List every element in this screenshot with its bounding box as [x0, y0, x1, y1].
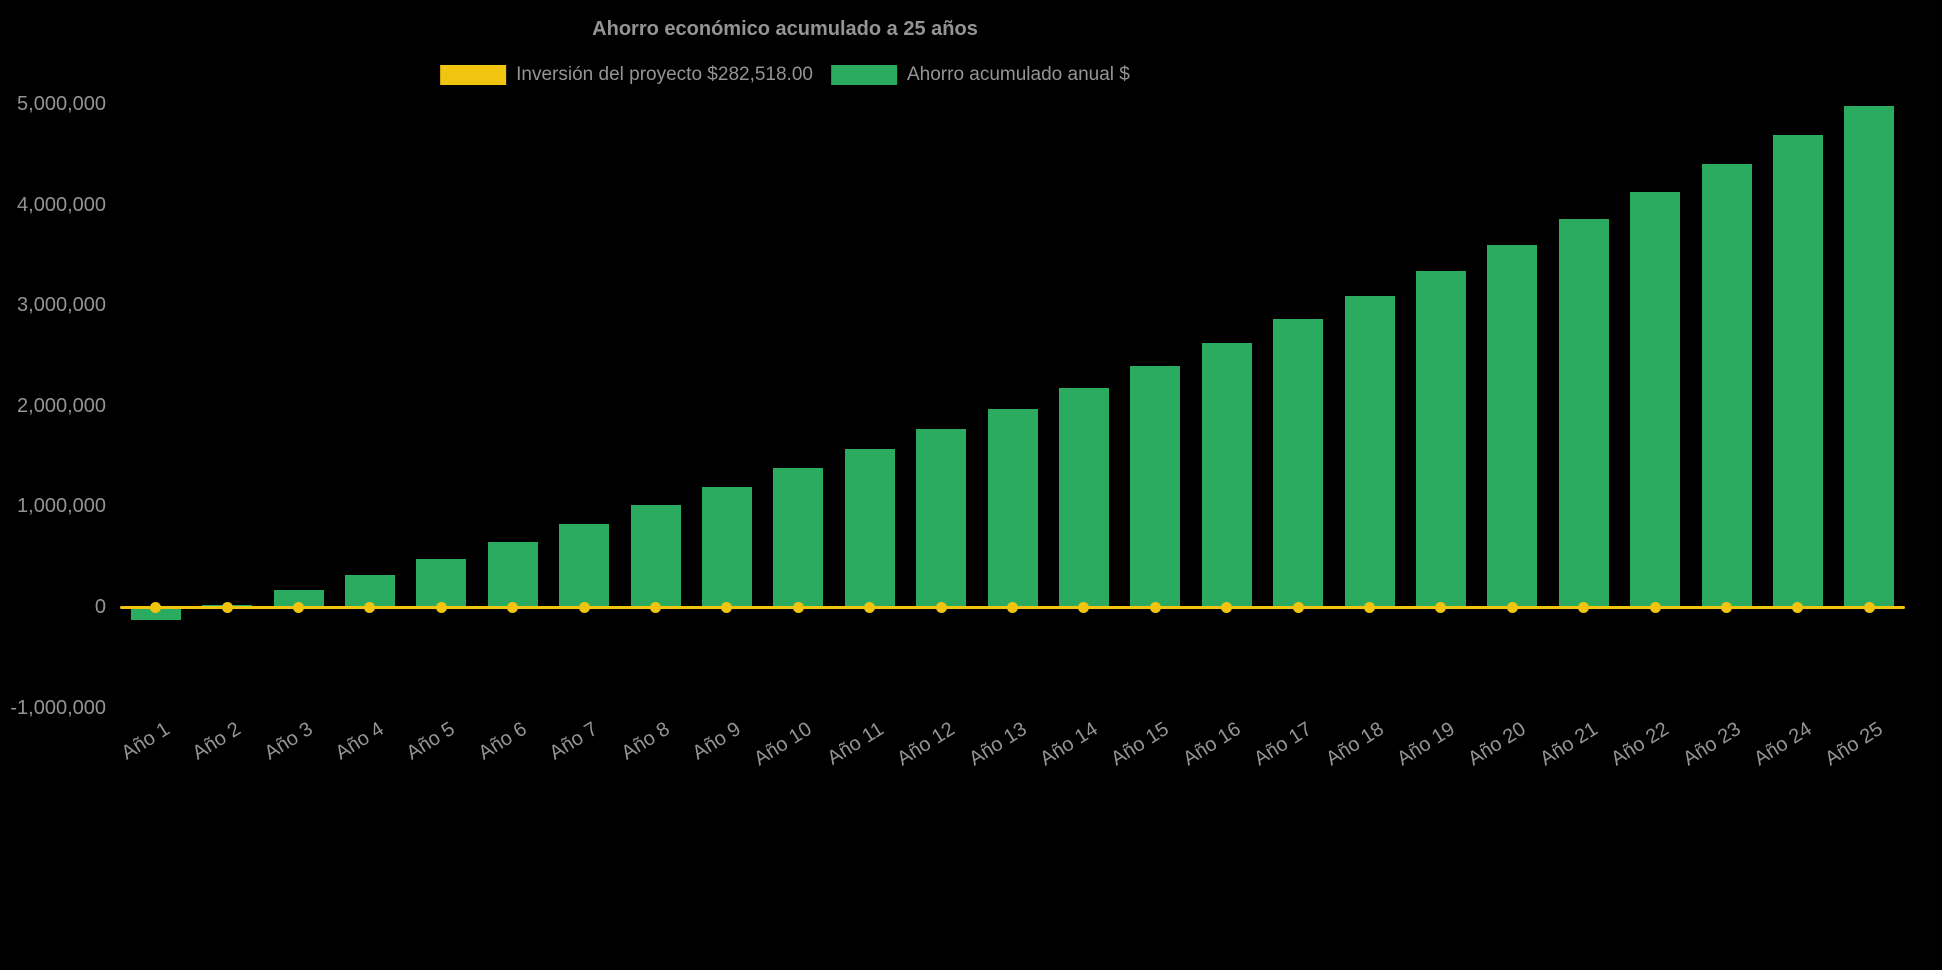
investment-point-year-9 — [721, 601, 733, 613]
investment-point-year-21 — [1578, 601, 1590, 613]
legend-item-investment: Inversión del proyecto $282,518.00 — [440, 64, 813, 86]
investment-point-year-2 — [221, 601, 233, 613]
savings-bar-year-19 — [1415, 270, 1466, 607]
y-tick-label: 3,000,000 — [17, 294, 106, 317]
investment-point-year-12 — [935, 601, 947, 613]
investment-point-year-23 — [1721, 601, 1732, 613]
investment-point-year-19 — [1435, 601, 1447, 613]
investment-point-year-13 — [1007, 601, 1018, 613]
savings-bar-year-24 — [1772, 135, 1823, 607]
savings-bar-year-20 — [1487, 244, 1538, 607]
legend-label-investment: Inversión del proyecto $282,518.00 — [516, 64, 813, 85]
investment-point-year-22 — [1649, 601, 1661, 613]
investment-point-year-24 — [1792, 601, 1804, 613]
savings-bar-year-3 — [273, 589, 324, 607]
legend-item-savings: Ahorro acumulado anual $ — [830, 64, 1130, 86]
savings-bar-year-7 — [559, 523, 610, 607]
investment-point-year-18 — [1364, 601, 1375, 613]
savings-bar-year-11 — [844, 449, 895, 607]
savings-bar-year-6 — [487, 541, 538, 607]
y-tick-label: 0 — [94, 596, 106, 618]
investment-point-year-8 — [650, 601, 661, 613]
investment-point-year-1 — [150, 601, 162, 613]
legend-swatch-investment — [440, 65, 507, 85]
investment-point-year-10 — [792, 601, 804, 613]
y-tick-label: 4,000,000 — [17, 193, 106, 216]
investment-point-year-3 — [293, 601, 304, 613]
savings-bar-year-25 — [1844, 106, 1895, 607]
savings-bar-year-1 — [130, 607, 181, 621]
y-tick-label: -1,000,000 — [10, 696, 106, 719]
savings-bar-year-12 — [916, 428, 967, 607]
legend-swatch-savings — [830, 65, 897, 85]
savings-bar-year-15 — [1130, 365, 1181, 607]
savings-bar-year-13 — [987, 408, 1038, 607]
chart-title: Ahorro económico acumulado a 25 años — [592, 18, 978, 40]
y-tick-label: 5,000,000 — [17, 93, 106, 115]
savings-bar-year-16 — [1201, 343, 1252, 607]
y-tick-label: 1,000,000 — [17, 495, 106, 518]
investment-point-year-6 — [507, 601, 519, 613]
savings-bar-year-10 — [773, 468, 824, 607]
chart-legend: Inversión del proyecto $282,518.00 Ahorr… — [440, 64, 1130, 86]
investment-point-year-16 — [1221, 601, 1233, 613]
savings-bar-year-22 — [1630, 191, 1681, 607]
savings-bar-year-23 — [1701, 164, 1752, 607]
investment-point-year-4 — [364, 601, 376, 613]
investment-point-year-7 — [578, 601, 590, 613]
savings-bar-year-14 — [1058, 387, 1109, 607]
savings-bar-year-8 — [630, 505, 681, 607]
savings-bar-year-5 — [416, 558, 467, 607]
investment-point-year-14 — [1078, 601, 1090, 613]
savings-bar-year-18 — [1344, 296, 1395, 607]
investment-point-year-17 — [1292, 601, 1304, 613]
investment-point-year-20 — [1506, 601, 1518, 613]
savings-bar-year-17 — [1273, 319, 1324, 607]
investment-point-year-25 — [1863, 601, 1875, 613]
investment-point-year-15 — [1149, 601, 1161, 613]
savings-bar-year-9 — [701, 487, 752, 607]
y-tick-label: 2,000,000 — [17, 394, 106, 417]
legend-label-savings: Ahorro acumulado anual $ — [906, 64, 1130, 85]
investment-point-year-11 — [864, 601, 876, 613]
investment-point-year-5 — [435, 601, 447, 613]
savings-bar-year-21 — [1558, 218, 1609, 607]
